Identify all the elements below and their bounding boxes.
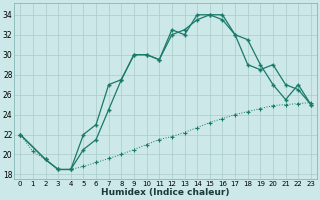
X-axis label: Humidex (Indice chaleur): Humidex (Indice chaleur) bbox=[101, 188, 230, 197]
